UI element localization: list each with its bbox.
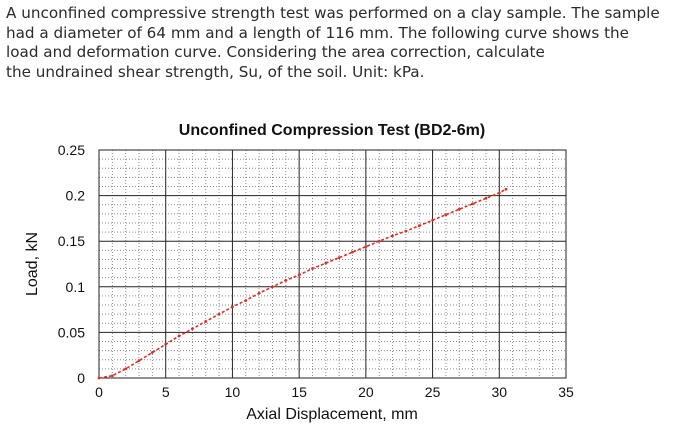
question-line: A unconfined compressive strength test w… xyxy=(6,4,660,22)
data-point xyxy=(351,250,354,254)
data-point xyxy=(471,202,474,206)
data-point xyxy=(257,291,261,295)
data-point xyxy=(444,213,448,217)
data-point xyxy=(484,196,488,200)
x-tick-label: 0 xyxy=(95,384,103,400)
data-point xyxy=(337,256,341,260)
data-point xyxy=(110,374,114,378)
question-line: the undrained shear strength, Su, of the… xyxy=(6,62,425,81)
data-point xyxy=(150,351,154,354)
data-point xyxy=(391,234,394,238)
data-point xyxy=(404,229,408,233)
y-tick-label: 0.15 xyxy=(58,233,85,249)
y-tick-label: 0 xyxy=(77,370,85,386)
data-point xyxy=(497,191,501,195)
grid xyxy=(98,149,567,379)
chart-title: Unconfined Compression Test (BD2-6m) xyxy=(179,122,485,139)
data-point xyxy=(164,342,168,346)
y-tick-label: 0.2 xyxy=(66,188,86,204)
data-point xyxy=(311,267,314,270)
plot-frame xyxy=(98,149,567,379)
x-tick-label: 25 xyxy=(425,384,441,400)
data-point xyxy=(231,305,234,309)
x-tick-label: 5 xyxy=(162,384,170,400)
data-point xyxy=(97,376,101,380)
tick-labels: 0 5 10 15 20 25 30 35 0 0.05 0.1 0.15 0.2 0.25 xyxy=(58,142,574,400)
data-point xyxy=(271,285,274,289)
data-point xyxy=(324,261,328,265)
data-point xyxy=(297,273,301,277)
data-point xyxy=(124,367,128,371)
data-point xyxy=(431,218,434,222)
data-point xyxy=(364,245,368,249)
x-tick-label: 35 xyxy=(558,384,574,400)
x-axis-label: Axial Displacement, mm xyxy=(246,406,418,423)
data-point xyxy=(457,207,461,211)
y-tick-label: 0.25 xyxy=(58,142,85,158)
data-point xyxy=(504,187,508,191)
data-point xyxy=(137,359,141,363)
data-point xyxy=(377,239,381,243)
series-line xyxy=(98,188,507,379)
data-point xyxy=(217,312,221,316)
data-point xyxy=(177,334,181,338)
x-tick-label: 30 xyxy=(491,384,507,400)
data-point xyxy=(284,279,288,282)
data-point xyxy=(204,320,208,323)
x-tick-label: 20 xyxy=(358,384,374,400)
series xyxy=(97,187,508,380)
y-tick-label: 0.05 xyxy=(58,324,85,340)
question-text: A unconfined compressive strength test w… xyxy=(6,4,692,82)
data-point xyxy=(191,327,194,331)
x-tick-label: 15 xyxy=(291,384,307,400)
question-line: load and deformation curve. Considering … xyxy=(6,43,545,61)
y-axis-label: Load, kN xyxy=(24,232,41,296)
question-line: had a diameter of 64 mm and a length of … xyxy=(6,23,630,42)
data-point xyxy=(417,224,421,228)
y-tick-label: 0.1 xyxy=(66,279,86,295)
data-point xyxy=(244,299,248,302)
x-tick-label: 10 xyxy=(225,384,241,400)
